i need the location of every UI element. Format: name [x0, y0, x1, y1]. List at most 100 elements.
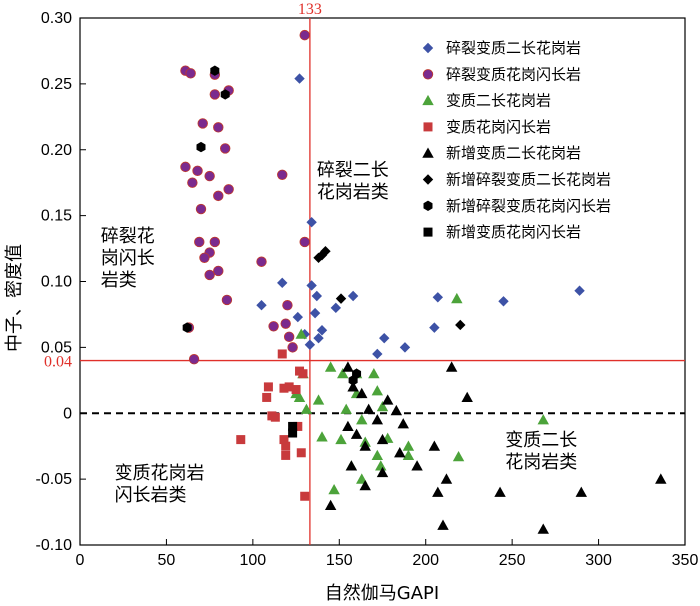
data-point: [213, 265, 224, 277]
legend-label: 新增变质花岗闪长岩: [446, 223, 581, 241]
legend-label: 新增变质二长花岗岩: [446, 144, 581, 162]
data-point: [348, 375, 358, 386]
data-point: [428, 440, 441, 451]
data-point: [277, 169, 288, 180]
data-point: [390, 404, 403, 416]
data-point: [379, 332, 390, 344]
x-tick-label: 0: [76, 552, 85, 569]
data-point: [335, 433, 347, 445]
data-point: [204, 170, 215, 182]
data-point: [372, 348, 383, 360]
data-point: [399, 342, 411, 353]
gr-threshold-label: 133: [298, 1, 322, 18]
data-point: [219, 143, 231, 154]
data-point: [187, 177, 198, 188]
region-label-line: 闪长岩类: [115, 485, 187, 506]
data-point: [537, 414, 549, 425]
data-point: [192, 165, 203, 177]
data-point: [291, 385, 301, 395]
data-point: [335, 293, 347, 304]
data-point: [194, 236, 205, 248]
x-tick-label: 150: [326, 552, 353, 569]
data-point: [375, 460, 387, 471]
data-point: [429, 322, 440, 333]
data-point: [283, 331, 295, 343]
data-point: [402, 449, 415, 460]
legend-marker: [422, 147, 434, 158]
data-point: [277, 349, 287, 359]
data-point: [281, 450, 291, 460]
legend-marker: [422, 69, 434, 80]
data-point: [284, 382, 294, 392]
data-point: [182, 322, 192, 333]
data-point: [299, 236, 310, 248]
data-point: [195, 203, 207, 215]
data-point: [279, 435, 289, 445]
data-point: [220, 89, 230, 100]
data-point: [359, 479, 371, 491]
data-point: [213, 122, 224, 133]
data-point: [371, 449, 384, 460]
legend-marker: [423, 227, 433, 237]
data-point: [299, 29, 310, 41]
data-point: [324, 361, 337, 372]
data-point: [277, 277, 288, 289]
data-point: [320, 245, 331, 257]
data-point: [347, 290, 359, 302]
data-point: [437, 519, 449, 530]
data-point: [356, 414, 368, 425]
data-point: [376, 400, 389, 412]
data-point: [342, 420, 354, 432]
data-point: [461, 391, 473, 403]
legend-marker: [423, 122, 433, 132]
data-point: [309, 307, 321, 319]
legend-label: 变质二长花岗岩: [446, 92, 551, 110]
region-label-line: 碎裂花: [101, 226, 155, 247]
data-point: [451, 292, 463, 304]
legend-marker: [422, 42, 434, 54]
data-point: [411, 460, 423, 471]
data-point: [270, 412, 280, 422]
data-point: [440, 473, 453, 484]
data-point: [296, 448, 306, 458]
x-tick-label: 350: [672, 552, 699, 569]
region-label-line: 花岗岩类: [317, 182, 389, 203]
y-axis-title: 中子、密度值: [4, 244, 25, 352]
data-point: [402, 440, 415, 451]
data-point: [262, 392, 272, 402]
data-point: [306, 217, 317, 228]
data-point: [340, 403, 352, 414]
series-1: [256, 73, 585, 360]
nd-threshold-label: 0.04: [44, 354, 72, 371]
data-point: [455, 319, 466, 331]
data-point: [256, 300, 267, 311]
data-point: [376, 433, 389, 445]
data-point: [342, 361, 354, 372]
region-label-line: 碎裂二长: [317, 160, 389, 181]
data-point: [313, 332, 324, 344]
data-point: [288, 428, 298, 438]
data-point: [293, 421, 303, 431]
data-point: [312, 394, 325, 405]
series-8: [288, 421, 298, 438]
data-point: [432, 486, 444, 497]
data-point: [199, 252, 210, 263]
data-point: [350, 428, 363, 439]
data-point: [180, 161, 191, 173]
y-tick-label: -0.05: [36, 471, 73, 488]
data-point: [324, 499, 337, 511]
data-point: [381, 394, 394, 405]
x-tick-label: 300: [585, 552, 612, 569]
data-point: [362, 403, 375, 414]
legend-label: 新增碎裂变质花岗闪长岩: [446, 197, 611, 215]
data-point: [376, 466, 389, 478]
y-tick-label: 0.15: [41, 208, 72, 225]
y-tick-label: 0.20: [41, 142, 72, 159]
data-point: [263, 382, 273, 392]
data-point: [210, 65, 220, 76]
data-point: [655, 473, 667, 484]
region-label-line: 花岗岩类: [505, 452, 577, 473]
x-tick-label: 250: [499, 552, 526, 569]
